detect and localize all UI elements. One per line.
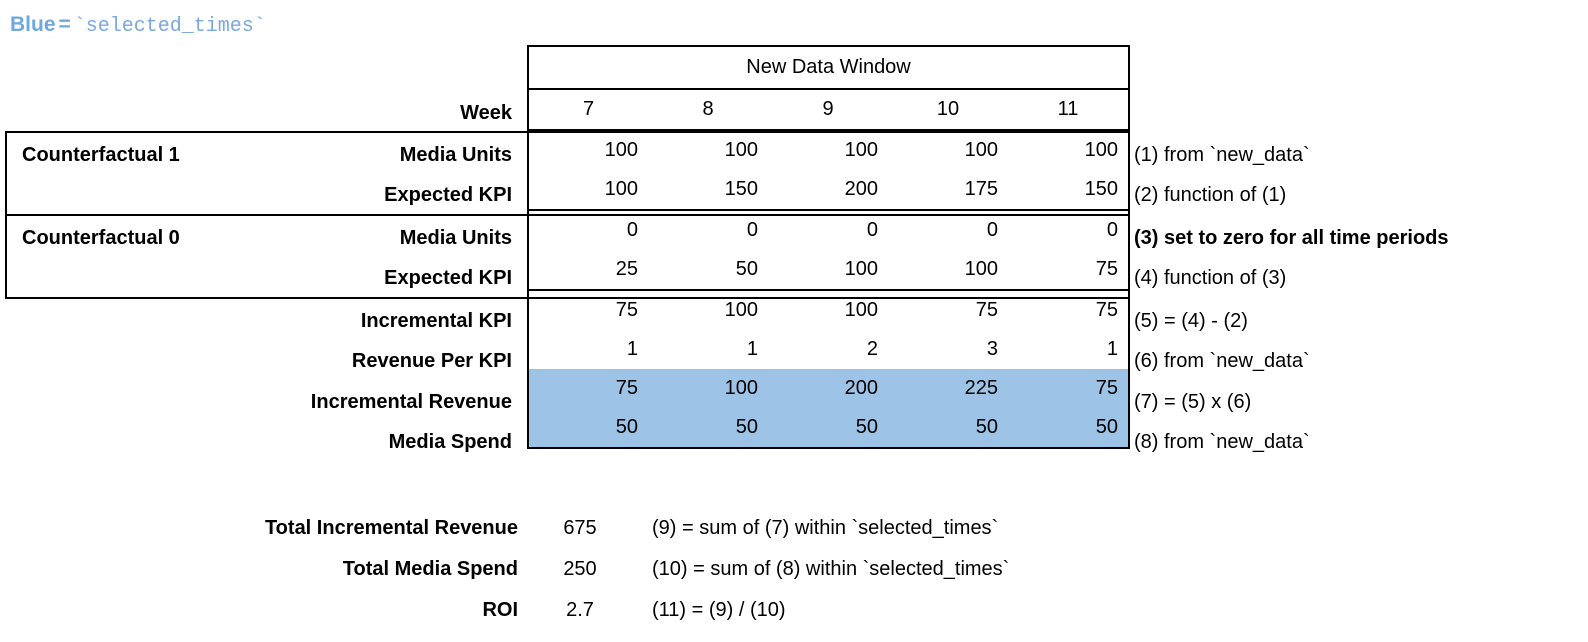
annotation-6: (6) from `new_data` bbox=[1134, 350, 1310, 372]
data-cell: 100 bbox=[527, 170, 648, 211]
data-cell: 25 bbox=[527, 250, 648, 291]
row-label-week: Week bbox=[460, 102, 512, 124]
summary-label-total-incremental-revenue: Total Incremental Revenue bbox=[264, 517, 518, 539]
legend-equals-sign: = bbox=[58, 13, 71, 36]
table-row: 1 1 2 3 1 bbox=[527, 330, 1131, 369]
row-label-incremental-revenue: Incremental Revenue bbox=[310, 391, 512, 413]
data-cell: 100 bbox=[724, 139, 758, 161]
table-row: 100 150 200 175 150 bbox=[527, 170, 1131, 211]
data-cell: 225 bbox=[888, 369, 1008, 408]
table-row-weeks: 7 8 9 10 11 bbox=[527, 89, 1131, 131]
data-cell: 175 bbox=[888, 170, 1008, 211]
data-cell: 50 bbox=[527, 408, 648, 449]
data-cell: 3 bbox=[986, 338, 998, 360]
data-cell: 0 bbox=[527, 210, 648, 250]
summary-note-11: (11) = (9) / (10) bbox=[652, 599, 786, 621]
annotation-4: (4) function of (3) bbox=[1134, 267, 1287, 289]
data-cell: 0 bbox=[746, 219, 758, 241]
row-label-revenue-per-kpi: Revenue Per KPI bbox=[351, 350, 512, 372]
legend: Blue = `selected_times` bbox=[10, 12, 266, 40]
table-row: 25 50 100 100 75 bbox=[527, 250, 1131, 291]
data-cell: 100 bbox=[527, 130, 648, 170]
data-cell: 100 bbox=[648, 369, 768, 408]
data-cell: 50 bbox=[888, 408, 1008, 449]
data-cell: 50 bbox=[648, 250, 768, 291]
data-cell: 75 bbox=[527, 369, 648, 408]
data-cell: 200 bbox=[768, 170, 888, 211]
data-cell: 1 bbox=[1008, 330, 1131, 369]
summary-value-roi: 2.7 bbox=[566, 599, 594, 621]
data-cell: 100 bbox=[844, 139, 878, 161]
data-cell: 50 bbox=[768, 408, 888, 449]
annotation-7: (7) = (5) x (6) bbox=[1134, 391, 1252, 413]
week-cell: 11 bbox=[1008, 89, 1131, 131]
data-cell: 0 bbox=[866, 219, 878, 241]
data-cell: 50 bbox=[648, 408, 768, 449]
legend-color-word: Blue bbox=[10, 13, 56, 36]
data-cell: 100 bbox=[964, 139, 998, 161]
week-cell: 7 bbox=[527, 89, 648, 131]
data-cell: 150 bbox=[1008, 170, 1131, 211]
data-cell: 100 bbox=[888, 250, 1008, 291]
summary-note-9: (9) = sum of (7) within `selected_times` bbox=[652, 517, 999, 539]
data-table: New Data Window 7 8 9 10 11 100 100 100 … bbox=[526, 45, 1131, 449]
row-label-expected-kpi-cf1: Expected KPI bbox=[384, 184, 512, 206]
data-cell: 75 bbox=[1008, 290, 1131, 330]
data-cell: 1 bbox=[527, 330, 648, 369]
row-label-expected-kpi-cf0: Expected KPI bbox=[384, 267, 512, 289]
data-cell: 1 bbox=[746, 338, 758, 360]
table-row-highlighted: 75 100 200 225 75 bbox=[527, 369, 1131, 408]
data-cell: 75 bbox=[975, 299, 998, 321]
annotation-2: (2) function of (1) bbox=[1134, 184, 1287, 206]
week-cell: 10 bbox=[888, 89, 1008, 131]
table-row: 75 100 100 75 75 bbox=[527, 290, 1131, 330]
data-cell: 2 bbox=[866, 338, 878, 360]
data-cell: 100 bbox=[844, 299, 878, 321]
row-label-media-spend: Media Spend bbox=[388, 431, 512, 453]
week-cell: 8 bbox=[648, 89, 768, 131]
week-cell: 9 bbox=[768, 89, 888, 131]
table-header-window: New Data Window bbox=[526, 45, 1131, 90]
group-label-counterfactual-0: Counterfactual 0 bbox=[22, 227, 180, 249]
summary-value-total-incremental-revenue: 675 bbox=[563, 517, 597, 539]
data-cell: 75 bbox=[527, 290, 648, 330]
data-cell: 75 bbox=[1008, 369, 1131, 408]
table-row: 0 0 0 0 0 bbox=[527, 210, 1131, 250]
data-cell: 100 bbox=[768, 250, 888, 291]
data-cell: 150 bbox=[648, 170, 768, 211]
annotation-8: (8) from `new_data` bbox=[1134, 431, 1310, 453]
legend-code-label: `selected_times` bbox=[73, 15, 266, 38]
summary-label-roi: ROI bbox=[482, 599, 518, 621]
row-label-media-units-cf0: Media Units bbox=[399, 227, 512, 249]
header-new-data-window: New Data Window bbox=[526, 45, 1131, 90]
data-cell: 50 bbox=[1008, 408, 1131, 449]
data-cell: 200 bbox=[768, 369, 888, 408]
summary-note-10: (10) = sum of (8) within `selected_times… bbox=[652, 558, 1010, 580]
row-label-media-units-cf1: Media Units bbox=[399, 144, 512, 166]
summary-label-total-media-spend: Total Media Spend bbox=[342, 558, 518, 580]
summary-value-total-media-spend: 250 bbox=[563, 558, 597, 580]
table-row: 100 100 100 100 100 bbox=[527, 130, 1131, 170]
row-label-incremental-kpi: Incremental KPI bbox=[360, 310, 512, 332]
data-cell: 0 bbox=[986, 219, 998, 241]
data-cell: 0 bbox=[1008, 210, 1131, 250]
annotation-5: (5) = (4) - (2) bbox=[1134, 310, 1248, 332]
annotation-1: (1) from `new_data` bbox=[1134, 144, 1310, 166]
data-cell: 100 bbox=[1008, 130, 1131, 170]
table-row-highlighted: 50 50 50 50 50 bbox=[527, 408, 1131, 449]
annotation-3: (3) set to zero for all time periods bbox=[1134, 227, 1449, 249]
data-cell: 100 bbox=[724, 299, 758, 321]
group-label-counterfactual-1: Counterfactual 1 bbox=[22, 144, 180, 166]
data-cell: 75 bbox=[1008, 250, 1131, 291]
